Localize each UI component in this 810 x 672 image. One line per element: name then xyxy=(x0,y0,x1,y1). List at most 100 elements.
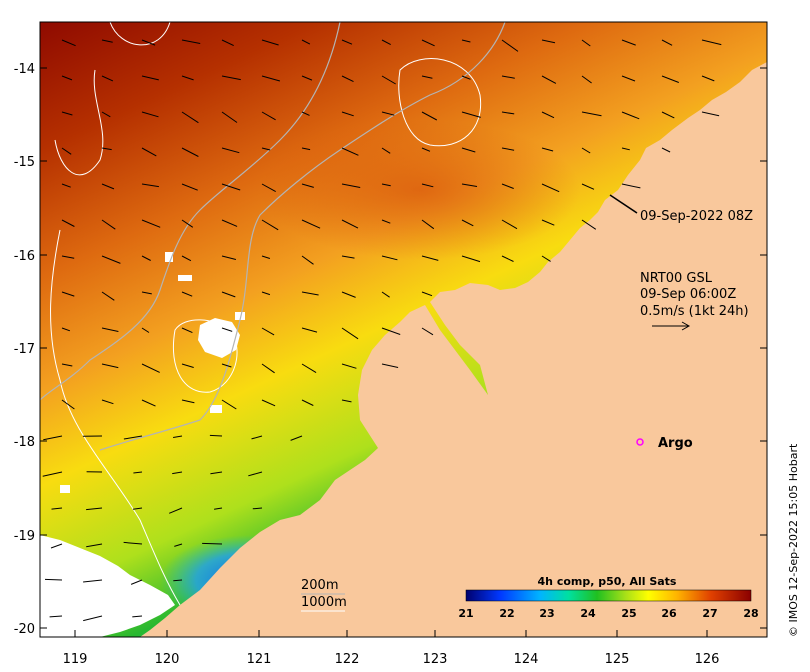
cloud-gap-speck-2 xyxy=(165,252,173,262)
x-tick-label: 126 xyxy=(695,652,720,667)
current-vector xyxy=(381,39,391,46)
current-vector xyxy=(221,291,236,298)
plot-frame xyxy=(39,21,768,638)
x-tick-label: 122 xyxy=(335,652,360,667)
current-vector xyxy=(141,183,159,188)
current-vector xyxy=(172,471,183,475)
bathy-1000m-label: 1000m xyxy=(301,595,347,610)
current-vector xyxy=(661,111,675,119)
current-vector xyxy=(181,75,194,81)
current-vector xyxy=(141,255,151,261)
y-tick-label: -15 xyxy=(14,155,35,170)
warm-patch xyxy=(260,120,580,260)
current-vector xyxy=(101,291,115,301)
cloud-gap-speck-5 xyxy=(60,485,70,493)
current-vector xyxy=(421,291,433,297)
current-vector xyxy=(621,111,640,120)
x-tick-label: 124 xyxy=(514,652,539,667)
y-tick-label: -18 xyxy=(14,435,35,450)
current-vector xyxy=(701,75,715,82)
current-vector xyxy=(541,75,557,84)
current-vectors xyxy=(42,39,722,622)
current-vector xyxy=(341,147,359,156)
current-vector xyxy=(541,147,554,152)
current-vector xyxy=(61,219,75,227)
current-vector xyxy=(61,327,71,332)
current-vector xyxy=(221,75,241,81)
current-legend-source: NRT00 GSL xyxy=(640,271,713,286)
current-vector xyxy=(301,291,319,296)
current-vector xyxy=(541,111,555,119)
current-vector xyxy=(181,327,193,334)
current-vector xyxy=(461,75,471,80)
current-vector xyxy=(501,111,515,115)
x-tick-label: 123 xyxy=(423,652,448,667)
colorbar-title: 4h comp, p50, All Sats xyxy=(538,575,677,588)
x-axis: 119 120 121 122 123 124 125 126 xyxy=(63,630,720,667)
current-vector xyxy=(301,183,314,188)
current-vector xyxy=(701,39,722,46)
current-vector xyxy=(221,399,237,410)
current-vector xyxy=(141,39,156,46)
current-vector xyxy=(42,471,63,477)
colorbar-ramp xyxy=(465,589,752,602)
current-vector xyxy=(181,111,199,124)
current-vector xyxy=(51,507,63,510)
current-vector xyxy=(101,399,114,405)
current-vector xyxy=(252,507,263,510)
current-vector xyxy=(248,471,263,477)
current-vector xyxy=(101,111,111,118)
current-vector xyxy=(181,219,194,228)
current-vector xyxy=(461,183,478,187)
current-vector xyxy=(101,183,115,190)
contour-200m xyxy=(40,22,506,451)
current-vector xyxy=(341,183,361,188)
current-vector xyxy=(301,363,317,374)
current-vector xyxy=(541,183,560,193)
current-vector xyxy=(621,39,636,46)
drifter-pointer xyxy=(609,194,638,214)
current-vector xyxy=(210,471,223,475)
colorbar: 4h comp, p50, All Sats 21 22 23 24 25 26… xyxy=(448,574,762,624)
current-vector xyxy=(181,255,192,262)
current-vector xyxy=(261,75,281,82)
current-vector xyxy=(341,363,357,369)
current-vector xyxy=(301,399,314,406)
current-vector xyxy=(661,75,679,83)
current-vector xyxy=(101,219,116,230)
current-vector xyxy=(86,543,103,548)
current-vector xyxy=(381,183,391,187)
current-vector xyxy=(221,111,238,123)
current-vector xyxy=(301,111,310,116)
colorbar-tick-label: 28 xyxy=(743,607,758,620)
current-vector xyxy=(221,363,232,368)
current-vector xyxy=(461,147,476,153)
current-vector xyxy=(221,39,234,47)
current-vector xyxy=(581,147,591,154)
current-vector xyxy=(661,39,673,46)
current-vector xyxy=(290,435,303,441)
y-tick-label: -14 xyxy=(14,62,35,77)
current-vector xyxy=(261,327,275,336)
current-vector xyxy=(44,578,63,581)
current-vector xyxy=(501,147,515,151)
current-vector xyxy=(83,615,103,622)
current-vector xyxy=(301,219,321,229)
current-vector xyxy=(461,255,481,263)
current-vector xyxy=(61,147,72,155)
current-vector xyxy=(202,542,223,545)
current-vector xyxy=(541,219,555,226)
current-vector xyxy=(341,111,354,117)
current-vector xyxy=(461,39,471,43)
current-legend-scale: 0.5m/s (1kt 24h) xyxy=(640,304,749,319)
current-vector xyxy=(421,147,431,152)
current-vector xyxy=(174,543,183,547)
current-vector xyxy=(61,399,75,410)
current-vector xyxy=(381,219,391,224)
current-vector xyxy=(501,255,514,262)
colorbar-tick-label: 23 xyxy=(539,607,554,620)
current-vector xyxy=(181,147,199,157)
current-vector xyxy=(130,579,143,585)
current-vector xyxy=(61,255,75,259)
